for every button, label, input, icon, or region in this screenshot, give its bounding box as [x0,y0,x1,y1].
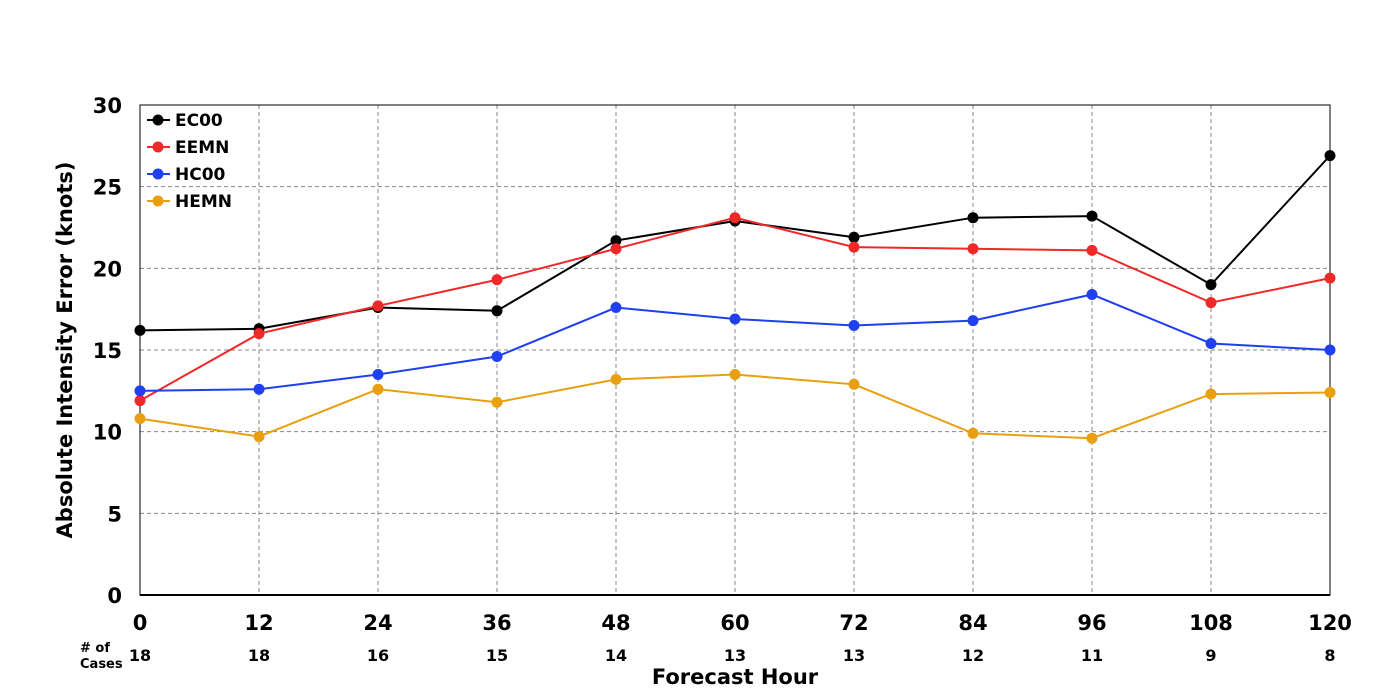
case-count: 18 [129,646,151,665]
x-tick-label: 0 [133,611,148,635]
data-point [729,313,741,325]
series-hemn [134,369,1336,444]
legend-marker [152,141,164,153]
data-point [1086,210,1098,222]
y-tick-label: 0 [107,584,122,608]
data-point [372,369,384,380]
case-count: 12 [962,646,984,665]
data-point [134,324,146,336]
case-count: 16 [367,646,389,665]
x-tick-label: 60 [720,611,749,635]
x-tick-label: 48 [601,611,630,635]
data-point [1324,344,1336,356]
cases-label-line2: Cases [80,657,123,672]
x-tick-label: 72 [839,611,868,635]
data-point [967,427,979,439]
legend-marker [152,195,164,207]
x-tick-label: 96 [1077,611,1106,635]
data-point [134,385,146,397]
series-layer [134,150,1336,444]
data-point [610,302,622,314]
data-point [253,383,265,395]
data-point [967,243,979,255]
data-point [1324,150,1336,162]
y-tick-label: 5 [107,502,122,526]
legend-label: EEMN [175,138,229,158]
data-point [491,305,503,317]
y-axis-title: Absolute Intensity Error (knots) [53,162,77,539]
data-point [848,320,860,331]
data-point [1205,297,1217,309]
data-point [729,212,741,224]
y-axis-ticks: 0 5 10 15 20 25 30 [93,94,122,608]
y-tick-label: 25 [93,176,122,200]
x-axis-title: Forecast Hour [652,665,819,689]
legend-marker [152,114,164,126]
data-point [1324,272,1336,284]
data-point [1086,432,1098,444]
x-tick-label: 108 [1189,611,1233,635]
data-point [1205,388,1217,400]
case-count: 9 [1205,646,1216,665]
data-point [848,241,860,253]
x-tick-label: 24 [363,611,392,635]
case-count: 14 [605,646,627,665]
data-point [372,383,384,395]
legend-label: HEMN [175,192,232,212]
data-point [1086,288,1098,300]
y-tick-label: 20 [93,257,122,281]
series-hc00 [134,288,1336,397]
data-point [134,395,146,407]
case-count: 13 [843,646,865,665]
case-count: 11 [1081,646,1103,665]
legend-label: HC00 [175,165,226,185]
legend-item: HC00 [147,165,226,185]
data-point [610,235,622,247]
y-tick-label: 30 [93,94,122,118]
data-point [491,351,503,363]
data-point [967,212,979,224]
grid-lines [140,105,1330,596]
data-point [1086,244,1098,256]
cases-label-line1: # of [80,641,110,656]
y-tick-label: 10 [93,421,122,445]
data-point [253,328,265,340]
data-point [967,315,979,327]
legend-item: EC00 [147,111,223,131]
series-eemn [134,212,1336,407]
legend-marker [152,168,164,180]
case-count: 15 [486,646,508,665]
data-point [610,243,622,255]
data-point [1205,337,1217,349]
data-point [491,274,503,286]
data-point [610,373,622,385]
case-count: 13 [724,646,746,665]
x-axis-ticks: 0 12 24 36 48 60 72 84 96 108 120 [133,611,1352,635]
legend-label: EC00 [175,111,223,131]
data-point [848,378,860,390]
data-point [848,231,860,243]
legend: EC00 EEMN HC00 HEMN [147,111,232,212]
data-point [134,413,146,425]
case-count: 18 [248,646,270,665]
data-point [253,431,265,443]
x-tick-label: 84 [958,611,987,635]
legend-item: EEMN [147,138,229,158]
x-tick-label: 120 [1308,611,1352,635]
legend-item: HEMN [147,192,232,212]
data-point [1324,386,1336,398]
case-count: 8 [1324,646,1335,665]
x-tick-label: 36 [482,611,511,635]
data-point [1205,279,1217,291]
cases-row: # of Cases 18 18 16 15 14 13 13 12 11 9 8 [80,641,1336,672]
x-tick-label: 12 [244,611,273,635]
data-point [491,396,503,408]
data-point [729,369,741,380]
data-point [372,300,384,312]
y-tick-label: 15 [93,339,122,363]
